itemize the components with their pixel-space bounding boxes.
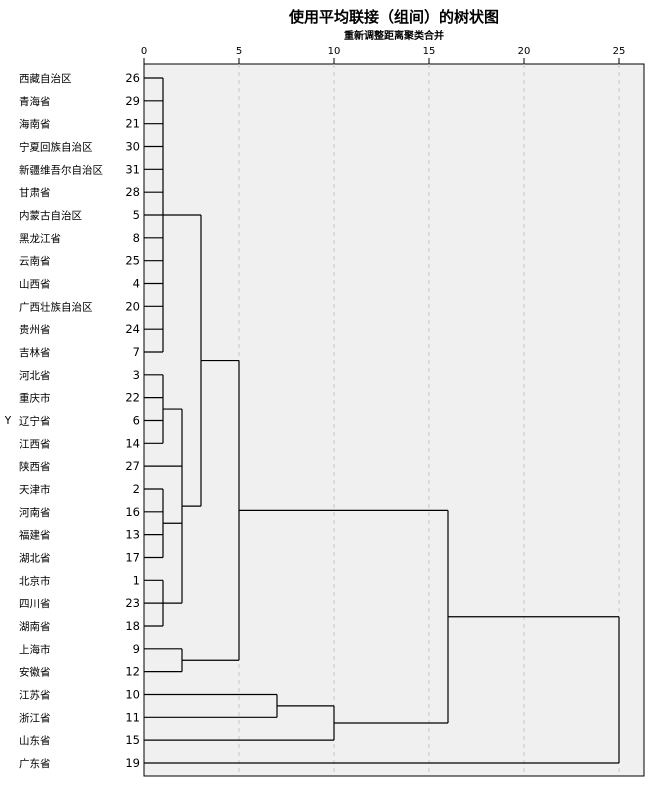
leaf-case-number: 8 [133,231,140,245]
x-tick-label: 10 [328,46,341,57]
leaf-case-number: 24 [125,322,140,336]
leaf-case-number: 19 [125,756,140,770]
leaf-label: 山西省 [19,277,51,290]
plot-area [143,63,645,777]
leaf-label: 西藏自治区 [19,72,72,85]
leaf-label: 新疆维吾尔自治区 [19,163,103,176]
leaf-label: 陕西省 [19,460,51,473]
leaf-case-number: 17 [125,550,140,564]
leaf-label: 江西省 [19,437,51,450]
leaf-case-number: 1 [133,573,140,587]
x-tick-label: 0 [141,46,147,57]
leaf-case-number: 30 [125,139,140,153]
leaf-label: 广东省 [19,757,51,770]
leaf-label: 广西壮族自治区 [19,300,93,313]
x-axis: 0 5 10 15 20 25 [141,46,626,64]
leaf-label: 海南省 [19,118,51,131]
leaf-case-number: 5 [133,208,140,222]
leaf-case-number: 28 [125,185,140,199]
leaf-label: 河北省 [19,369,51,382]
leaf-label: 湖北省 [19,551,51,564]
leaf-label: 福建省 [19,529,51,542]
leaf-case-number: 31 [125,162,140,176]
leaf-label: 宁夏回族自治区 [19,140,93,153]
leaf-case-number: 9 [133,642,140,656]
leaf-case-number: 23 [125,596,140,610]
leaf-label: 青海省 [19,95,51,108]
leaf-label: 黑龙江省 [19,232,61,245]
x-tick-label: 5 [236,46,242,57]
leaf-label: 贵州省 [19,323,51,336]
leaf-label: 河南省 [19,506,51,519]
x-tick-label: 25 [613,46,626,57]
leaf-label: 四川省 [19,597,51,610]
leaf-case-number: 13 [125,528,140,542]
leaf-label: 浙江省 [19,711,51,724]
leaf-label: 吉林省 [19,346,51,359]
leaf-case-number: 7 [133,345,140,359]
leaf-case-number: 21 [125,117,140,131]
leaf-label: 内蒙古自治区 [19,209,82,222]
leaf-case-number: 11 [125,710,140,724]
leaf-case-number: 25 [125,254,140,268]
leaf-case-number: 2 [133,482,140,496]
leaf-case-number: 14 [125,436,140,450]
x-tick-label: 15 [423,46,436,57]
leaf-case-number: 20 [125,299,140,313]
leaf-case-number: 22 [125,391,140,405]
leaf-case-number: 12 [125,665,140,679]
leaf-label: 重庆市 [19,392,51,405]
leaf-case-number: 15 [125,733,140,747]
chart-subtitle: 重新调整距离聚类合并 [344,29,444,42]
leaf-case-number: 26 [125,71,140,85]
leaf-label: 辽宁省 [19,414,51,427]
y-axis-label: Y [4,415,12,427]
leaf-label: 甘肃省 [19,186,51,199]
leaf-case-number: 4 [133,276,140,290]
leaf-case-number: 27 [125,459,140,473]
leaf-case-number: 6 [133,413,140,427]
leaf-case-number: 3 [133,368,140,382]
leaf-label: 上海市 [19,643,51,656]
leaf-label: 江苏省 [19,688,51,701]
leaf-case-number: 18 [125,619,140,633]
chart-title: 使用平均联接（组间）的树状图 [288,8,499,26]
leaf-label: 安徽省 [19,666,51,679]
dendrogram-tree [144,77,620,764]
x-tick-label: 20 [518,46,531,57]
leaf-label: 北京市 [19,574,51,587]
leaf-label: 山东省 [19,734,51,747]
leaf-case-number: 16 [125,505,140,519]
leaf-case-number: 10 [125,687,140,701]
leaf-label: 湖南省 [19,620,51,633]
leaf-case-number: 29 [125,94,140,108]
leaf-label: 云南省 [19,255,51,268]
leaf-label: 天津市 [19,483,51,496]
